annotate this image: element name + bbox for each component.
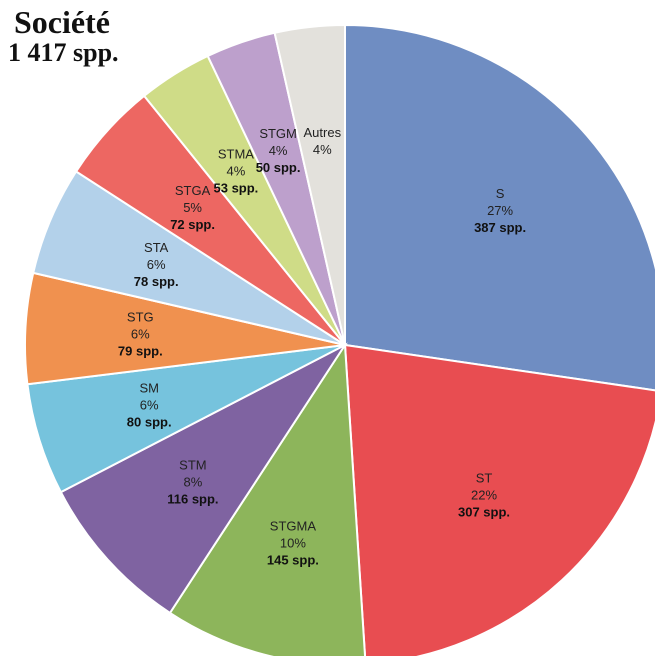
slice-label-stm: STM [179,458,206,473]
slice-percent-st: 22% [471,488,497,503]
slice-st [343,343,655,656]
slice-percent-stga: 5% [183,200,202,215]
slice-count-sm: 80 spp. [127,415,172,430]
slice-count-st: 307 spp. [458,505,510,520]
slice-label-stma: STMA [218,146,254,161]
slice-s [344,23,655,392]
slice-count-stma: 53 spp. [214,180,259,195]
chart-title: Société [14,4,110,40]
slice-label-stga: STGA [175,183,211,198]
slice-percent-s: 27% [487,203,513,218]
slice-labels: S 27% 387 spp. ST 22% 307 spp. STGMA 10% 145 spp… [118,125,526,567]
slice-percent-stg: 6% [131,326,150,341]
slice-percent-stma: 4% [227,163,246,178]
slice-label-stg: STG [127,309,154,324]
slice-label-autres: Autres [304,125,342,140]
slice-label-st: ST [476,471,493,486]
pie-slices [24,23,655,656]
slice-percent-stm: 8% [184,475,203,490]
slice-percent-stgma: 10% [280,535,306,550]
slice-percent-stgm: 4% [269,143,288,158]
slice-autres [273,23,346,346]
slice-count-stgma: 145 spp. [267,552,319,567]
chart-subtitle-total: 1 417 spp. [8,38,119,67]
slice-label-sta: STA [144,240,169,255]
slice-count-sta: 78 spp. [134,274,179,289]
slice-stgma [168,341,367,656]
slice-percent-sm: 6% [140,398,159,413]
slice-count-stm: 116 spp. [167,492,218,507]
slice-stm [59,342,348,615]
slice-percent-autres: 4% [313,142,332,157]
slice-count-stga: 72 spp. [170,217,215,232]
slice-percent-sta: 6% [147,257,166,272]
slice-count-stg: 79 spp. [118,343,163,358]
slice-label-stgma: STGMA [270,518,317,533]
slice-label-s: S [496,186,505,201]
slice-count-s: 387 spp. [474,220,526,235]
slice-count-stgm: 50 spp. [256,160,301,175]
slice-label-sm: SM [139,381,159,396]
slice-label-stgm: STGM [259,126,297,141]
